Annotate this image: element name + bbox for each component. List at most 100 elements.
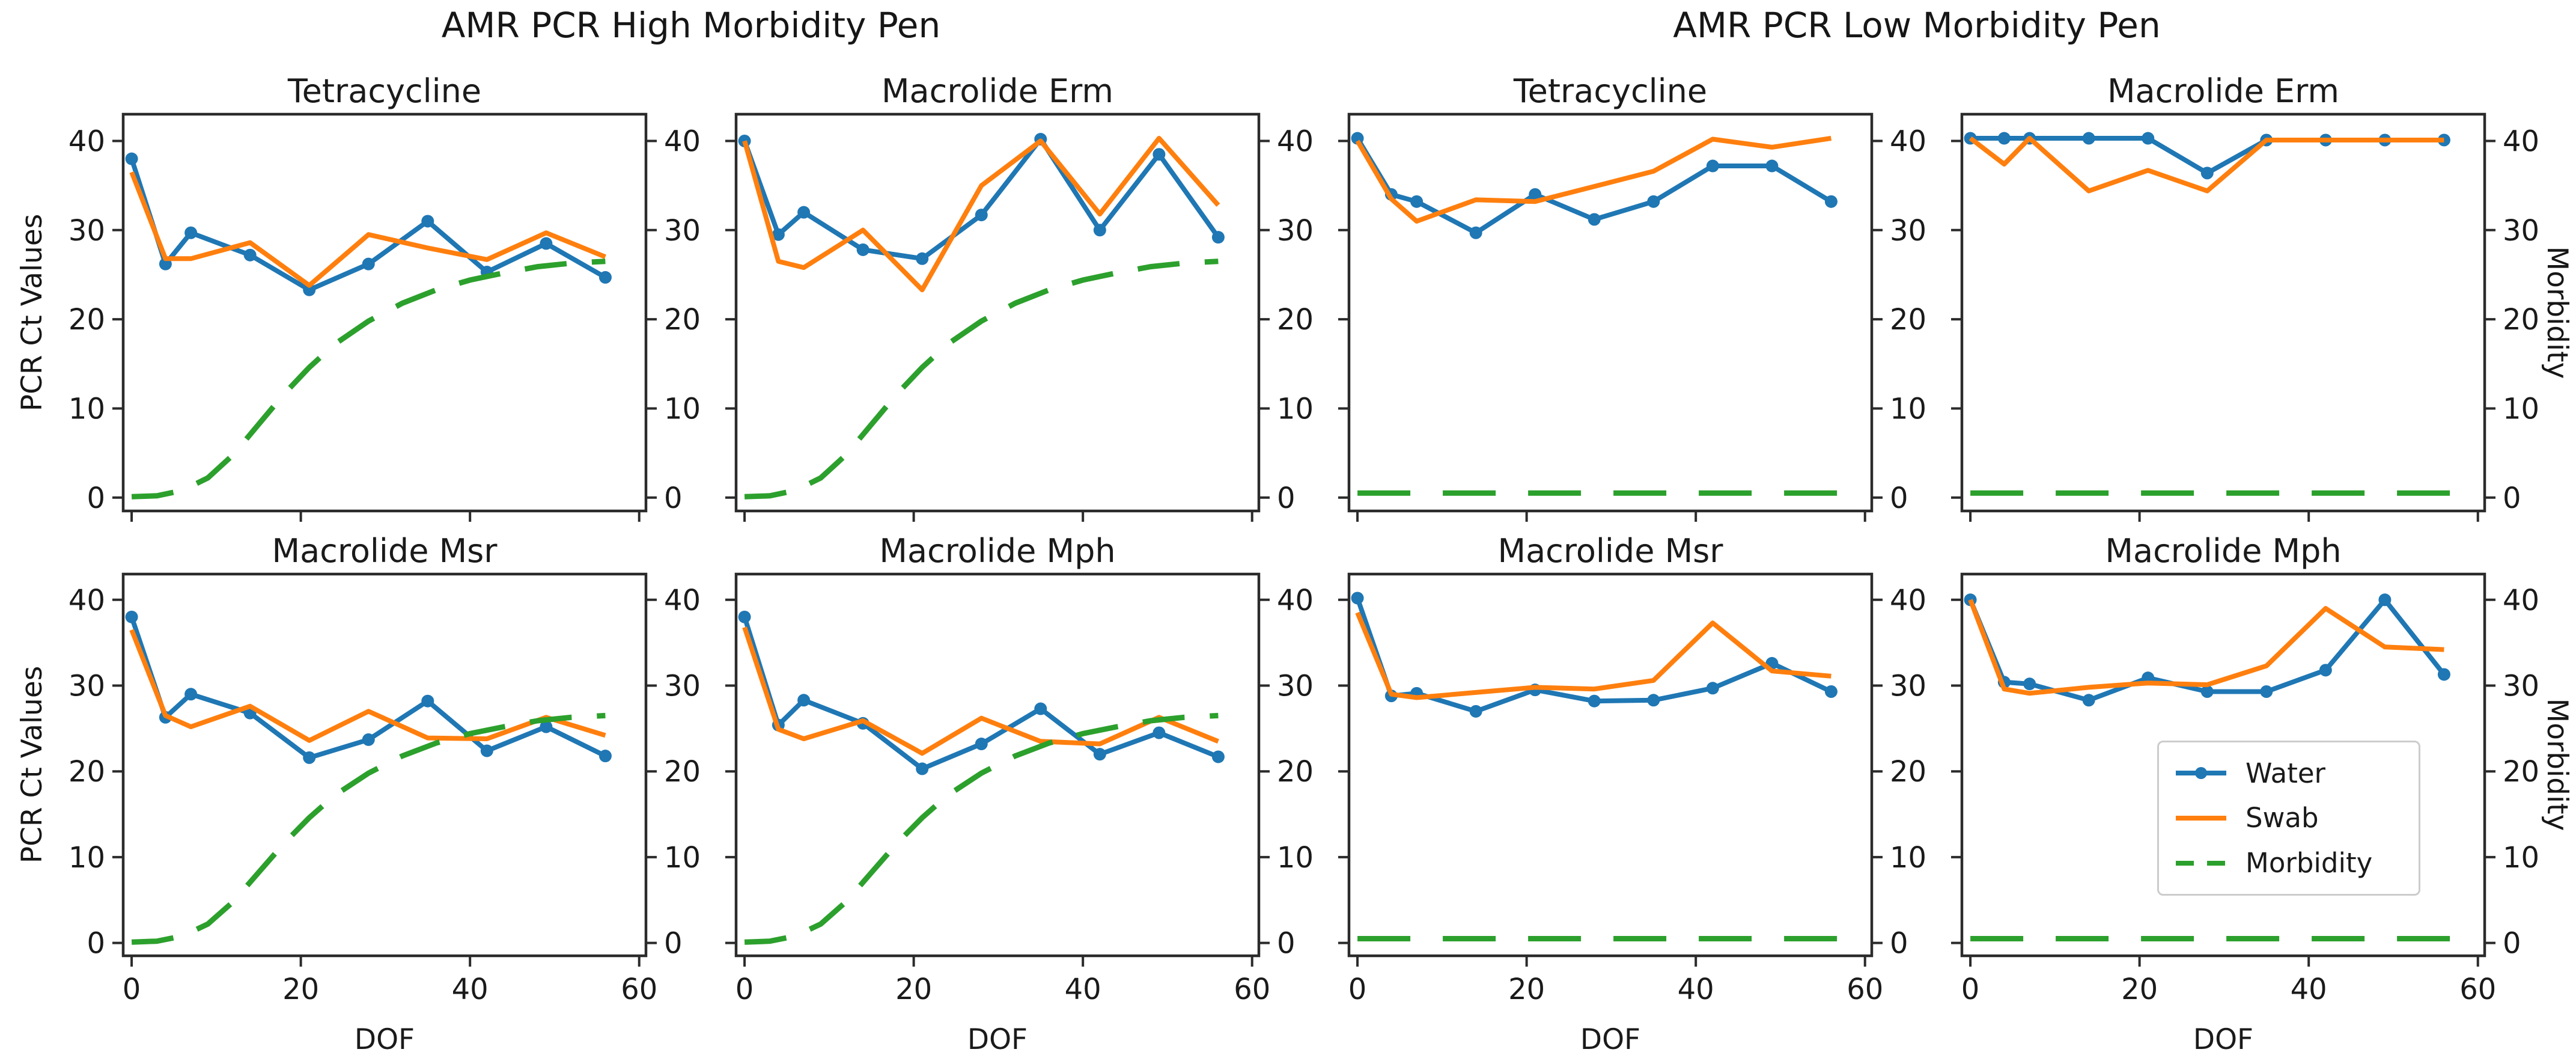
water-markers-part <box>243 248 257 261</box>
water-markers-part <box>184 226 198 239</box>
y-tick-label-right: 40 <box>664 584 701 617</box>
y-tick-label-right: 20 <box>1890 303 1926 337</box>
swab-line <box>1969 136 2444 194</box>
y-tick-label-right: 20 <box>2503 303 2539 337</box>
water-markers-part <box>2319 664 2332 677</box>
water-markers-part <box>1824 195 1838 208</box>
swab-line <box>1355 136 1832 224</box>
water-markers-part <box>1765 159 1779 173</box>
water-markers-part <box>125 610 138 623</box>
y-tick-label-right: 40 <box>1277 584 1314 617</box>
water-markers-part <box>738 610 751 623</box>
water-markers-part <box>1093 748 1106 761</box>
water-markers-part <box>1529 188 1542 201</box>
y-tick-label-left: 10 <box>69 392 105 426</box>
swab-line <box>1355 611 1832 700</box>
y-tick-label-right: 20 <box>2503 755 2539 789</box>
water-markers-part <box>916 252 929 265</box>
water-markers <box>738 133 1225 265</box>
water-markers-part <box>2023 677 2036 691</box>
x-tick-label: 20 <box>282 973 319 1006</box>
y-tick-label-right: 30 <box>1890 214 1926 248</box>
water-markers-part <box>1824 685 1838 698</box>
water-markers-part <box>303 283 316 296</box>
swab-line <box>1968 599 2444 696</box>
water-markers-part <box>772 228 785 241</box>
suptitle-low-morbidity-pen: AMR PCR Low Morbidity Pen <box>1673 5 2161 46</box>
water-markers-part <box>2082 694 2095 707</box>
axis-ticks <box>1338 598 1883 967</box>
y-tick-label-right: 20 <box>664 303 701 337</box>
water-line <box>742 616 1219 771</box>
y-tick-label-right: 0 <box>2503 482 2521 515</box>
y-tick-label-right: 0 <box>1890 927 1908 961</box>
y-tick-label-right: 10 <box>1890 392 1926 426</box>
x-tick-label: 40 <box>1678 973 1714 1006</box>
panel-low-macrolide-erm: Macrolide Erm 0 10 20 30 40 <box>1951 72 2539 522</box>
x-tick-label: 40 <box>2291 973 2327 1006</box>
panel-title-low-tetracycline: Tetracycline <box>1513 72 1707 110</box>
water-markers-part <box>975 738 988 751</box>
x-axis-label-dof: DOF <box>967 1023 1028 1056</box>
panel-title-low-macrolide-msr: Macrolide Msr <box>1497 532 1723 570</box>
water-markers-part <box>2142 132 2155 145</box>
x-tick-label: 60 <box>1234 973 1270 1006</box>
water-markers-part <box>421 215 434 228</box>
morbidity-line <box>131 258 606 500</box>
axis-ticks <box>1951 139 2495 522</box>
legend-label-water: Water <box>2246 757 2326 789</box>
y-tick-label-right: 30 <box>1277 670 1314 703</box>
panel-low-macrolide-msr: Macrolide Msr 0 10 20 30 40 0 20 40 60 DOF <box>1338 532 1926 1056</box>
y-tick-label-right: 40 <box>2503 584 2539 617</box>
x-tick-label: 20 <box>895 973 932 1006</box>
swab-line <box>742 626 1219 756</box>
x-tick-label: 0 <box>123 973 141 1006</box>
water-markers-part <box>2437 668 2450 681</box>
water-markers-part <box>2378 593 2392 607</box>
plot-box <box>121 112 648 513</box>
x-axis-label-dof: DOF <box>355 1023 415 1056</box>
water-markers-part <box>540 237 553 250</box>
water-markers-part <box>1153 148 1166 161</box>
water-markers-part <box>1351 592 1364 605</box>
water-markers-part <box>916 762 929 775</box>
x-axis-label-dof: DOF <box>1580 1023 1640 1056</box>
water-markers-part <box>303 751 316 764</box>
axis-ticks <box>112 139 657 522</box>
panel-title-high-macrolide-mph: Macrolide Mph <box>879 532 1115 570</box>
panel-title-low-macrolide-mph: Macrolide Mph <box>2105 532 2341 570</box>
x-tick-label: 40 <box>452 973 489 1006</box>
y-tick-label-right: 10 <box>1277 392 1314 426</box>
water-markers-part <box>362 733 375 746</box>
water-markers-part <box>797 206 811 219</box>
y-tick-label-right: 20 <box>1277 303 1314 337</box>
water-markers-part <box>2200 167 2214 180</box>
plot-box <box>1960 112 2486 513</box>
x-tick-label: 60 <box>621 973 657 1006</box>
y-tick-label-left: 0 <box>87 927 105 961</box>
plot-box <box>1960 572 2486 958</box>
water-markers-part <box>184 688 198 701</box>
y-tick-label-left: 20 <box>69 303 105 337</box>
y-tick-label-right: 40 <box>1277 124 1314 158</box>
water-markers-part <box>1588 213 1601 226</box>
water-markers-part <box>421 694 434 708</box>
water-markers-part <box>598 271 612 284</box>
y-tick-label-left: 40 <box>69 124 105 158</box>
water-line-sample <box>2176 767 2226 780</box>
y-tick-label-right: 10 <box>1890 841 1926 875</box>
water-markers-part <box>2260 685 2273 698</box>
axis-ticks <box>725 139 1270 522</box>
swab-line-sample <box>2176 815 2226 821</box>
x-tick-label: 20 <box>2121 973 2158 1006</box>
water-markers-part <box>1211 750 1225 763</box>
morbidity-line-sample <box>2176 860 2226 866</box>
water-markers-part <box>2200 685 2214 698</box>
water-markers-part <box>1093 224 1106 237</box>
y-tick-label-right: 20 <box>1890 755 1926 789</box>
y-tick-label-right: 0 <box>1277 927 1296 961</box>
panel-title-high-macrolide-msr: Macrolide Msr <box>272 532 498 570</box>
axis-ticks <box>112 598 657 967</box>
water-markers-part <box>1351 132 1364 145</box>
